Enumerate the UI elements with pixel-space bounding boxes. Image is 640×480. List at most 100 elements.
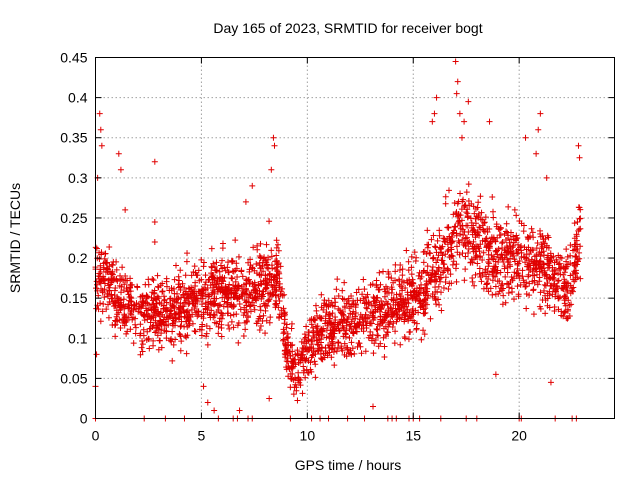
data-point <box>490 208 497 215</box>
data-point <box>208 307 215 314</box>
data-point <box>226 281 233 288</box>
data-point <box>328 338 335 345</box>
data-point <box>318 331 325 338</box>
data-point <box>129 282 136 289</box>
data-point <box>283 347 290 354</box>
data-point <box>285 363 292 370</box>
data-point <box>423 281 430 288</box>
data-point <box>287 384 294 391</box>
data-point <box>495 225 502 232</box>
data-point <box>190 293 197 300</box>
data-point <box>289 341 296 348</box>
data-point <box>308 321 315 328</box>
data-point <box>344 297 351 304</box>
y-tick-label: 0.35 <box>60 130 87 146</box>
data-point <box>163 299 170 306</box>
data-point <box>299 390 306 397</box>
data-point <box>511 256 518 263</box>
data-point <box>540 248 547 255</box>
y-tick-label: 0.3 <box>68 170 88 186</box>
data-point <box>573 231 580 238</box>
data-point <box>263 241 270 248</box>
data-point <box>257 254 264 261</box>
data-point <box>284 330 291 337</box>
data-point <box>328 354 335 361</box>
data-point <box>314 341 321 348</box>
data-point <box>326 318 333 325</box>
data-point <box>572 270 579 277</box>
data-point <box>399 266 406 273</box>
data-point <box>510 296 517 303</box>
data-point <box>284 358 291 365</box>
data-point <box>420 298 427 305</box>
data-point <box>391 340 398 347</box>
data-point <box>447 254 454 261</box>
data-point <box>260 312 267 319</box>
data-point <box>195 267 202 274</box>
data-point <box>471 210 478 217</box>
data-point <box>245 259 252 266</box>
x-tick-labels: 0 5 10 15 20 <box>92 428 528 444</box>
data-point <box>424 288 431 295</box>
data-point <box>457 225 464 232</box>
data-point <box>540 287 547 294</box>
data-point <box>98 277 105 284</box>
data-point <box>399 277 406 284</box>
data-point <box>349 330 356 337</box>
data-point <box>476 248 483 255</box>
data-point <box>506 261 513 268</box>
data-point <box>331 362 338 369</box>
y-tick-label: 0.4 <box>68 90 88 106</box>
data-point <box>167 337 174 344</box>
data-point <box>542 292 549 299</box>
data-point <box>449 261 456 268</box>
data-point <box>210 275 217 282</box>
data-point <box>251 306 258 313</box>
data-point <box>364 291 371 298</box>
data-point <box>513 248 520 255</box>
data-point <box>312 361 319 368</box>
data-point <box>536 303 543 310</box>
data-point <box>218 325 225 332</box>
data-point <box>492 283 499 290</box>
data-point <box>323 334 330 341</box>
data-point <box>292 351 299 358</box>
data-point <box>510 275 517 282</box>
data-point <box>266 279 273 286</box>
data-point <box>211 407 218 414</box>
data-point <box>574 245 581 252</box>
data-point <box>530 287 537 294</box>
data-point <box>105 287 112 294</box>
data-point <box>280 326 287 333</box>
data-point <box>145 336 152 343</box>
data-point <box>439 252 446 259</box>
data-point <box>433 259 440 266</box>
y-tick-label: 0.05 <box>60 370 87 386</box>
data-point <box>495 246 502 253</box>
data-point <box>333 348 340 355</box>
data-point <box>480 249 487 256</box>
data-point <box>508 236 515 243</box>
data-point <box>175 284 182 291</box>
data-point <box>328 321 335 328</box>
data-point <box>482 235 489 242</box>
data-point <box>163 335 170 342</box>
data-point <box>412 292 419 299</box>
data-point <box>120 296 127 303</box>
data-point <box>562 284 569 291</box>
data-point <box>134 284 141 291</box>
data-point <box>334 276 341 283</box>
data-point <box>170 341 177 348</box>
data-point <box>224 303 231 310</box>
data-point <box>310 351 317 358</box>
data-point <box>139 292 146 299</box>
data-point <box>298 348 305 355</box>
data-point <box>385 305 392 312</box>
data-point <box>313 307 320 314</box>
data-point <box>243 276 250 283</box>
y-tick-labels: 0 0.05 0.1 0.15 0.2 0.25 0.3 0.35 0.4 0.45 <box>60 50 87 427</box>
data-point <box>334 321 341 328</box>
data-point <box>274 261 281 268</box>
data-point <box>481 219 488 226</box>
